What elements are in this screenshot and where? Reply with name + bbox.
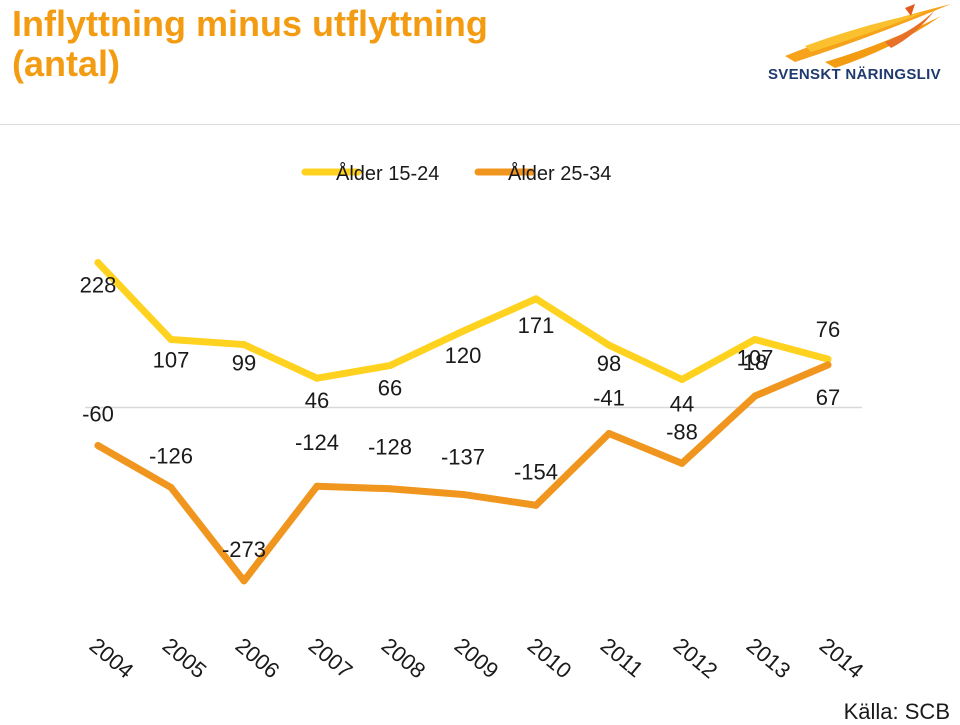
data-point-s2-2005 bbox=[167, 483, 175, 491]
title-line-2: (antal) bbox=[12, 43, 120, 84]
legend-label-series-2: Ålder 25-34 bbox=[508, 162, 611, 185]
series-line-2 bbox=[94, 361, 832, 585]
data-label-s1-2009: 120 bbox=[445, 343, 482, 368]
data-point-s2-2012 bbox=[678, 459, 686, 467]
x-tick-label-2007: 2007 bbox=[304, 633, 358, 684]
data-point-s1-2008 bbox=[386, 362, 394, 370]
data-point-s1-2006 bbox=[240, 341, 248, 349]
data-label-s2-2011: -41 bbox=[593, 385, 625, 410]
data-label-s1-2005: 107 bbox=[153, 347, 190, 372]
data-label-s1-2012: 44 bbox=[670, 391, 694, 416]
data-point-s2-2004 bbox=[94, 442, 102, 450]
data-point-s2-2013 bbox=[751, 392, 759, 400]
data-label-s2-2006: -273 bbox=[222, 537, 266, 562]
data-label-s1-2004: 228 bbox=[80, 273, 117, 298]
data-label-s2-2007: -124 bbox=[295, 430, 339, 455]
data-label-s1-2013: 107 bbox=[737, 345, 774, 370]
data-point-s1-2013 bbox=[751, 335, 759, 343]
chart-title: Inflyttning minus utflyttning (antal) bbox=[12, 4, 632, 84]
data-point-s2-2010 bbox=[532, 501, 540, 509]
data-point-s2-2009 bbox=[459, 490, 467, 498]
header-divider bbox=[0, 124, 960, 125]
chart-legend: Ålder 15-24 Ålder 25-34 bbox=[301, 162, 611, 185]
data-point-s1-2014 bbox=[824, 355, 832, 363]
x-tick-label-2009: 2009 bbox=[450, 633, 504, 684]
data-point-s1-2009 bbox=[459, 327, 467, 335]
data-point-s2-2014 bbox=[824, 361, 832, 369]
x-tick-label-2012: 2012 bbox=[669, 633, 723, 684]
data-point-s1-2005 bbox=[167, 335, 175, 343]
x-tick-label-2006: 2006 bbox=[231, 633, 285, 684]
x-tick-label-2013: 2013 bbox=[742, 633, 796, 684]
data-point-s1-2010 bbox=[532, 295, 540, 303]
source-note: Källa: SCB bbox=[843, 699, 950, 724]
data-point-s1-2007 bbox=[313, 374, 321, 382]
data-label-s2-2008: -128 bbox=[368, 435, 412, 460]
data-label-s2-2014: 67 bbox=[816, 385, 840, 410]
data-label-s2-2009: -137 bbox=[441, 444, 485, 469]
x-tick-label-2005: 2005 bbox=[158, 633, 212, 684]
legend-label-series-1: Ålder 15-24 bbox=[336, 162, 439, 185]
data-label-s2-2013: 18 bbox=[743, 350, 767, 375]
data-point-s2-2006 bbox=[240, 577, 248, 585]
x-tick-label-2014: 2014 bbox=[815, 633, 869, 684]
x-tick-label-2008: 2008 bbox=[377, 633, 431, 684]
data-label-s1-2007: 46 bbox=[305, 388, 329, 413]
data-point-s1-2004 bbox=[94, 259, 102, 267]
data-label-s1-2014: 76 bbox=[816, 317, 840, 342]
data-label-s1-2010: 171 bbox=[518, 313, 555, 338]
chart-marks: 228 107 99 46 66 120 171 98 44 107 76 -60 -126 -273 -1… bbox=[80, 259, 869, 684]
title-line-1: Inflyttning minus utflyttning bbox=[12, 3, 488, 44]
data-label-s2-2005: -126 bbox=[149, 443, 193, 468]
data-label-s2-2012: -88 bbox=[666, 419, 698, 444]
logo-wordmark: SVENSKT NÄRINGSLIV bbox=[768, 66, 941, 83]
data-label-s1-2011: 98 bbox=[597, 351, 621, 376]
data-point-s2-2008 bbox=[386, 485, 394, 493]
data-label-s1-2006: 99 bbox=[232, 351, 256, 376]
data-point-s1-2011 bbox=[605, 341, 613, 349]
svenskt-naringsliv-logo-icon bbox=[785, 4, 951, 68]
x-tick-label-2010: 2010 bbox=[523, 633, 577, 684]
x-tick-label-2011: 2011 bbox=[596, 633, 648, 683]
data-point-s1-2012 bbox=[678, 375, 686, 383]
data-label-s1-2008: 66 bbox=[378, 376, 402, 401]
data-point-s2-2011 bbox=[605, 429, 613, 437]
data-label-s2-2010: -154 bbox=[514, 459, 558, 484]
x-tick-label-2004: 2004 bbox=[85, 633, 139, 684]
data-label-s2-2004: -60 bbox=[82, 402, 114, 427]
data-point-s2-2007 bbox=[313, 482, 321, 490]
